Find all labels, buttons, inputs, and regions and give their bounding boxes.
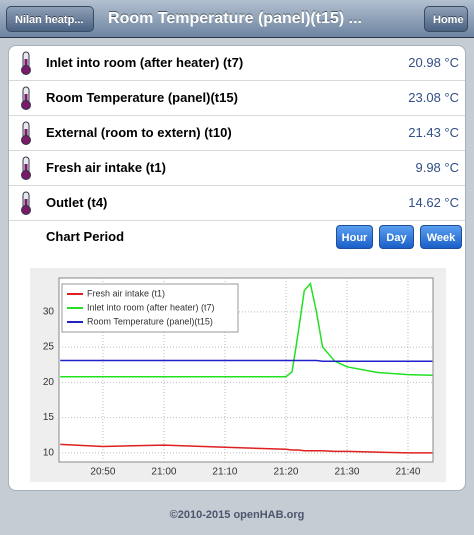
home-button[interactable]: Home	[424, 6, 468, 32]
y-tick-label: 15	[43, 412, 55, 423]
page-title: Room Temperature (panel)(t15) ...	[108, 10, 362, 27]
legend-box	[61, 283, 239, 333]
thermometer-icon	[21, 86, 31, 110]
item-row[interactable]: Fresh air intake (t1) 9.98 °C	[9, 151, 465, 186]
legend-label: Room Temperature (panel)(t15)	[87, 316, 213, 326]
y-tick-label: 10	[43, 447, 55, 458]
x-tick-label: 21:40	[395, 467, 420, 478]
x-tick-label: 21:00	[151, 467, 176, 478]
thermo-bulb	[21, 65, 31, 75]
item-row[interactable]: Outlet (t4) 14.62 °C	[9, 186, 465, 221]
item-row[interactable]: Room Temperature (panel)(t15) 23.08 °C	[9, 81, 465, 116]
series-line	[60, 443, 433, 454]
x-tick-label: 21:10	[212, 467, 237, 478]
thermometer-icon	[21, 191, 31, 215]
top-bar: Nilan heatp... Room Temperature (panel)(…	[0, 0, 474, 38]
thermo-fill	[24, 164, 28, 174]
y-tick-label: 30	[43, 306, 55, 317]
period-button[interactable]: Hour	[336, 225, 373, 249]
item-value: 21.43 °C	[408, 125, 459, 140]
item-value: 9.98 °C	[415, 160, 459, 175]
chart-period-label: Chart Period	[46, 229, 125, 244]
thermo-bulb	[21, 170, 31, 180]
thermo-bulb	[21, 100, 31, 110]
thermo-bulb	[21, 205, 31, 215]
item-label: Fresh air intake (t1)	[46, 160, 166, 175]
back-button[interactable]: Nilan heatp...	[6, 6, 94, 32]
y-tick-label: 25	[43, 342, 55, 353]
legend-label: Inlet into room (after heater) (t7)	[87, 302, 215, 312]
thermometer-icon	[21, 156, 31, 180]
item-label: Room Temperature (panel)(t15)	[46, 90, 238, 105]
content-card: Chart Period 10 15 20 25 30 20:50 21:00 21:10 21…	[8, 45, 466, 491]
y-tick-label: 20	[43, 377, 55, 388]
item-value: 23.08 °C	[408, 90, 459, 105]
chart: 10 15 20 25 30 20:50 21:00 21:10 21:20 21:30 21:40…	[30, 268, 446, 482]
item-value: 14.62 °C	[408, 195, 459, 210]
period-button[interactable]: Week	[420, 225, 462, 249]
thermo-fill	[24, 199, 28, 209]
x-tick-label: 20:50	[90, 467, 115, 478]
item-value: 20.98 °C	[408, 55, 459, 70]
item-label: Inlet into room (after heater) (t7)	[46, 55, 244, 70]
thermo-fill	[24, 129, 28, 139]
item-label: Outlet (t4)	[46, 195, 108, 210]
x-tick-label: 21:20	[273, 467, 298, 478]
thermo-fill	[24, 59, 28, 69]
series-line	[60, 359, 433, 362]
period-button[interactable]: Day	[379, 225, 414, 249]
thermometer-icon	[21, 121, 31, 145]
x-tick-label: 21:30	[334, 467, 359, 478]
item-row[interactable]: External (room to extern) (t10) 21.43 °C	[9, 116, 465, 151]
legend-label: Fresh air intake (t1)	[87, 288, 165, 298]
thermometer-icon	[21, 51, 31, 75]
footer: ©2010-2015 openHAB.org	[169, 509, 305, 521]
thermo-fill	[24, 94, 28, 104]
series-line	[60, 282, 433, 378]
item-row[interactable]: Inlet into room (after heater) (t7) 20.98…	[9, 46, 465, 81]
item-label: External (room to extern) (t10)	[46, 125, 232, 140]
thermo-bulb	[21, 135, 31, 145]
